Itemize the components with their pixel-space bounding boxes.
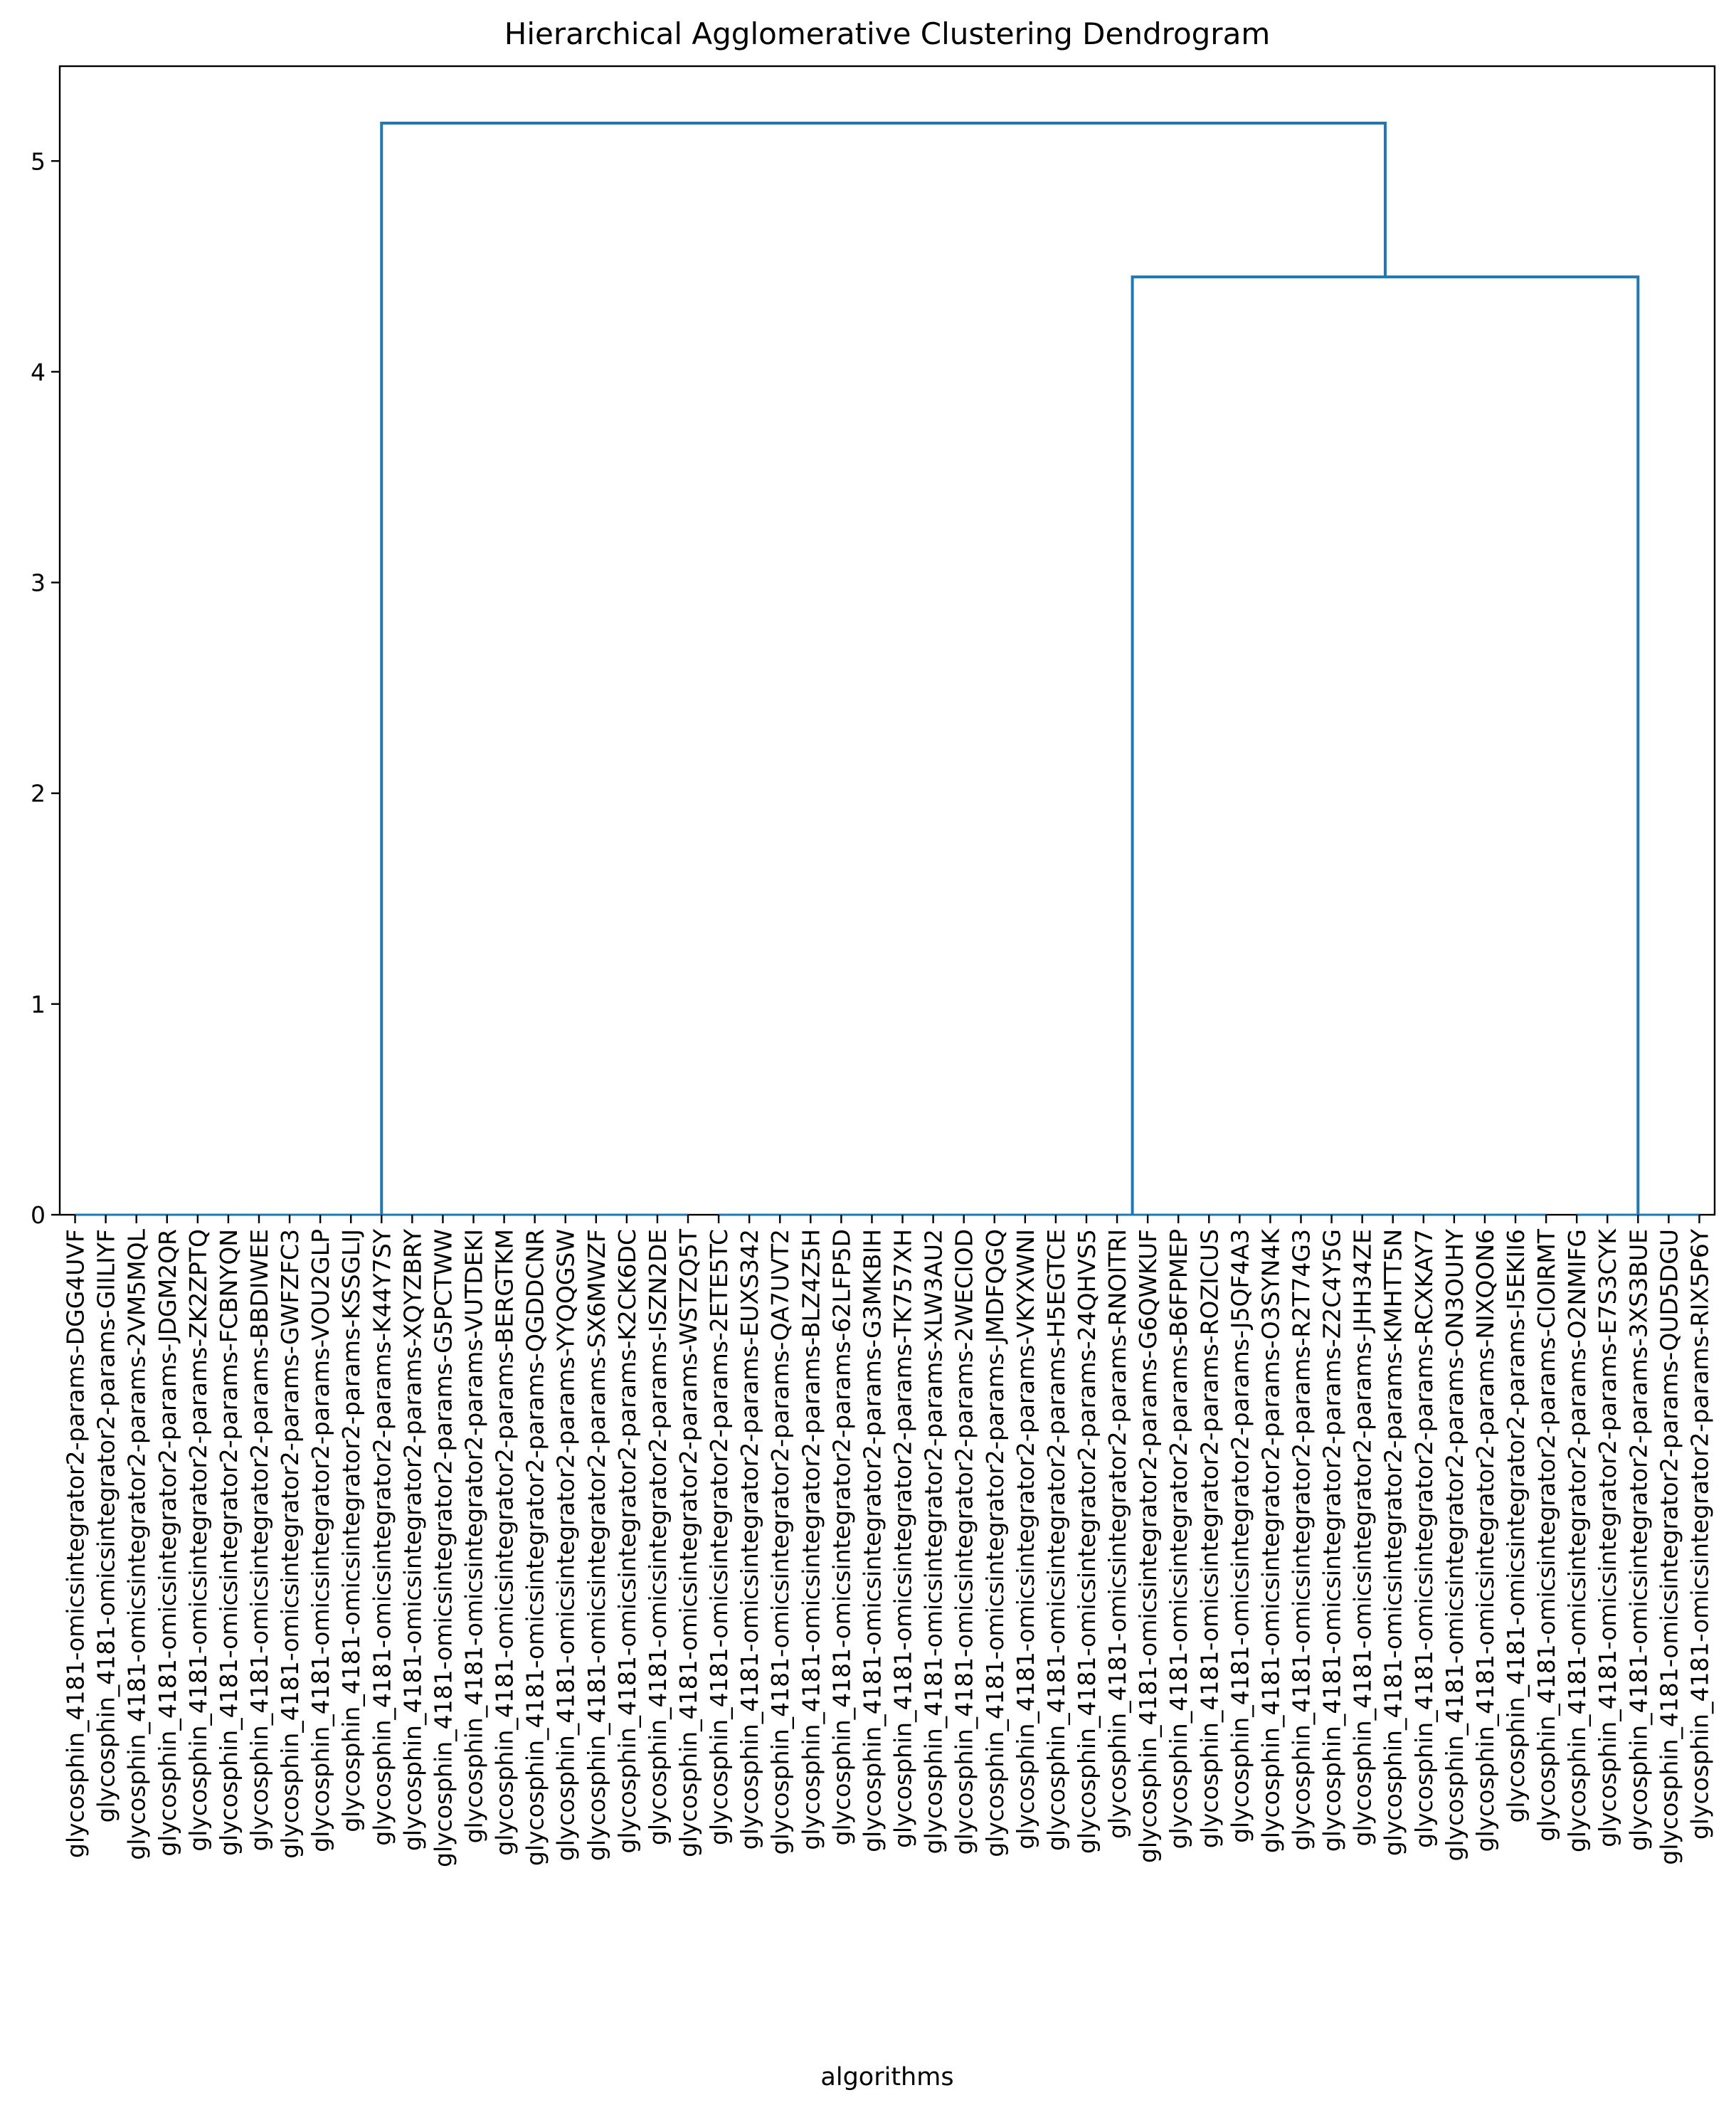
leaf-label: glycosphin_4181-omicsintegrator2-params-… (154, 1229, 181, 1857)
leaf-label: glycosphin_4181-omicsintegrator2-params-… (736, 1229, 763, 1850)
leaf-label: glycosphin_4181-omicsintegrator2-params-… (1012, 1229, 1039, 1850)
leaf-label: glycosphin_4181-omicsintegrator2-params-… (1410, 1229, 1438, 1848)
leaf-label: glycosphin_4181-omicsintegrator2-params-… (951, 1229, 978, 1855)
leaf-label: glycosphin_4181-omicsintegrator2-params-… (460, 1229, 488, 1843)
leaf-label: glycosphin_4181-omicsintegrator2-params-… (1195, 1229, 1223, 1848)
leaf-label: glycosphin_4181-omicsintegrator2-params-… (62, 1229, 90, 1858)
leaf-label: glycosphin_4181-omicsintegrator2-params-… (215, 1229, 243, 1856)
x-axis-label: algorithms (820, 2063, 953, 2091)
leaf-label: glycosphin_4181-omicsintegrator2-params-… (398, 1228, 426, 1851)
y-tick-label: 5 (31, 147, 46, 175)
leaf-label: glycosphin_4181-omicsintegrator2-params-… (797, 1229, 825, 1850)
leaf-label: glycosphin_4181-omicsintegrator2-params-… (613, 1229, 641, 1854)
leaf-label: glycosphin_4181-omicsintegrator2-params-… (1165, 1229, 1192, 1849)
plot-frame (58, 65, 1716, 1216)
leaf-label: glycosphin_4181-omicsintegrator2-params-… (920, 1229, 948, 1855)
leaf-label: glycosphin_4181-omicsintegrator2-params-… (1594, 1228, 1621, 1847)
x-axis: glycosphin_4181-omicsintegrator2-params-… (62, 1215, 1713, 1867)
leaf-label: glycosphin_4181-omicsintegrator2-params-… (981, 1229, 1009, 1857)
leaf-label: glycosphin_4181-omicsintegrator2-params-… (368, 1228, 396, 1846)
leaf-label: glycosphin_4181-omicsintegrator2-params-… (858, 1229, 886, 1852)
leaf-label: glycosphin_4181-omicsintegrator2-params-… (1441, 1228, 1468, 1861)
leaf-label: glycosphin_4181-omicsintegrator2-params-… (184, 1229, 212, 1852)
leaf-label: glycosphin_4181-omicsintegrator2-params-… (1502, 1229, 1530, 1823)
leaf-label: glycosphin_4181-omicsintegrator2-params-… (1042, 1229, 1070, 1851)
leaf-label: glycosphin_4181-omicsintegrator2-params-… (1563, 1229, 1591, 1852)
leaf-label: glycosphin_4181-omicsintegrator2-params-… (92, 1229, 120, 1822)
leaf-label: glycosphin_4181-omicsintegrator2-params-… (1624, 1229, 1652, 1851)
leaf-label: glycosphin_4181-omicsintegrator2-params-… (705, 1229, 733, 1845)
leaf-label: glycosphin_4181-omicsintegrator2-params-… (1134, 1229, 1162, 1863)
leaf-label: glycosphin_4181-omicsintegrator2-params-… (1685, 1228, 1713, 1840)
leaf-label: glycosphin_4181-omicsintegrator2-params-… (1471, 1229, 1499, 1852)
leaf-label: glycosphin_4181-omicsintegrator2-params-… (491, 1229, 519, 1856)
y-tick-label: 3 (31, 569, 46, 597)
leaf-label: glycosphin_4181-omicsintegrator2-params-… (1533, 1228, 1560, 1842)
dendrogram-links (75, 121, 1700, 1216)
y-tick-label: 1 (31, 991, 46, 1018)
leaf-label: glycosphin_4181-omicsintegrator2-params-… (583, 1229, 610, 1861)
leaf-label: glycosphin_4181-omicsintegrator2-params-… (1288, 1229, 1316, 1850)
leaf-label: glycosphin_4181-omicsintegrator2-params-… (552, 1229, 580, 1861)
leaf-label: glycosphin_4181-omicsintegrator2-params-… (1349, 1229, 1377, 1846)
leaf-label: glycosphin_4181-omicsintegrator2-params-… (827, 1229, 855, 1846)
leaf-label: glycosphin_4181-omicsintegrator2-params-… (1226, 1229, 1254, 1843)
leaf-label: glycosphin_4181-omicsintegrator2-params-… (1380, 1229, 1407, 1856)
y-tick-label: 4 (31, 358, 46, 386)
leaf-label: glycosphin_4181-omicsintegrator2-params-… (1103, 1229, 1131, 1839)
leaf-label: glycosphin_4181-omicsintegrator2-params-… (522, 1229, 549, 1866)
leaf-label: glycosphin_4181-omicsintegrator2-params-… (644, 1229, 672, 1845)
leaf-label: glycosphin_4181-omicsintegrator2-params-… (276, 1229, 304, 1859)
leaf-label: glycosphin_4181-omicsintegrator2-params-… (123, 1228, 151, 1859)
leaf-label: glycosphin_4181-omicsintegrator2-params-… (889, 1229, 917, 1848)
y-axis: 0 1 2 3 4 5 (31, 147, 60, 1229)
leaf-label: glycosphin_4181-omicsintegrator2-params-… (429, 1229, 457, 1867)
leaf-label: glycosphin_4181-omicsintegrator2-params-… (766, 1229, 794, 1855)
y-tick-label: 0 (31, 1201, 46, 1229)
leaf-label: glycosphin_4181-omicsintegrator2-params-… (245, 1229, 273, 1851)
leaf-label: glycosphin_4181-omicsintegrator2-params-… (1655, 1229, 1683, 1865)
link-merge-right (1131, 275, 1640, 1215)
leaf-label: glycosphin_4181-omicsintegrator2-params-… (1318, 1229, 1346, 1852)
link-merge-root (380, 121, 1387, 1215)
leaf-label: glycosphin_4181-omicsintegrator2-params-… (1256, 1228, 1284, 1854)
chart-title: Hierarchical Agglomerative Clustering De… (504, 16, 1270, 51)
leaf-label: glycosphin_4181-omicsintegrator2-params-… (674, 1228, 702, 1857)
leaf-label: glycosphin_4181-omicsintegrator2-params-… (1073, 1229, 1101, 1854)
leaf-label: glycosphin_4181-omicsintegrator2-params-… (337, 1229, 365, 1832)
leaf-label: glycosphin_4181-omicsintegrator2-params-… (307, 1229, 334, 1852)
y-tick-label: 2 (31, 780, 46, 808)
